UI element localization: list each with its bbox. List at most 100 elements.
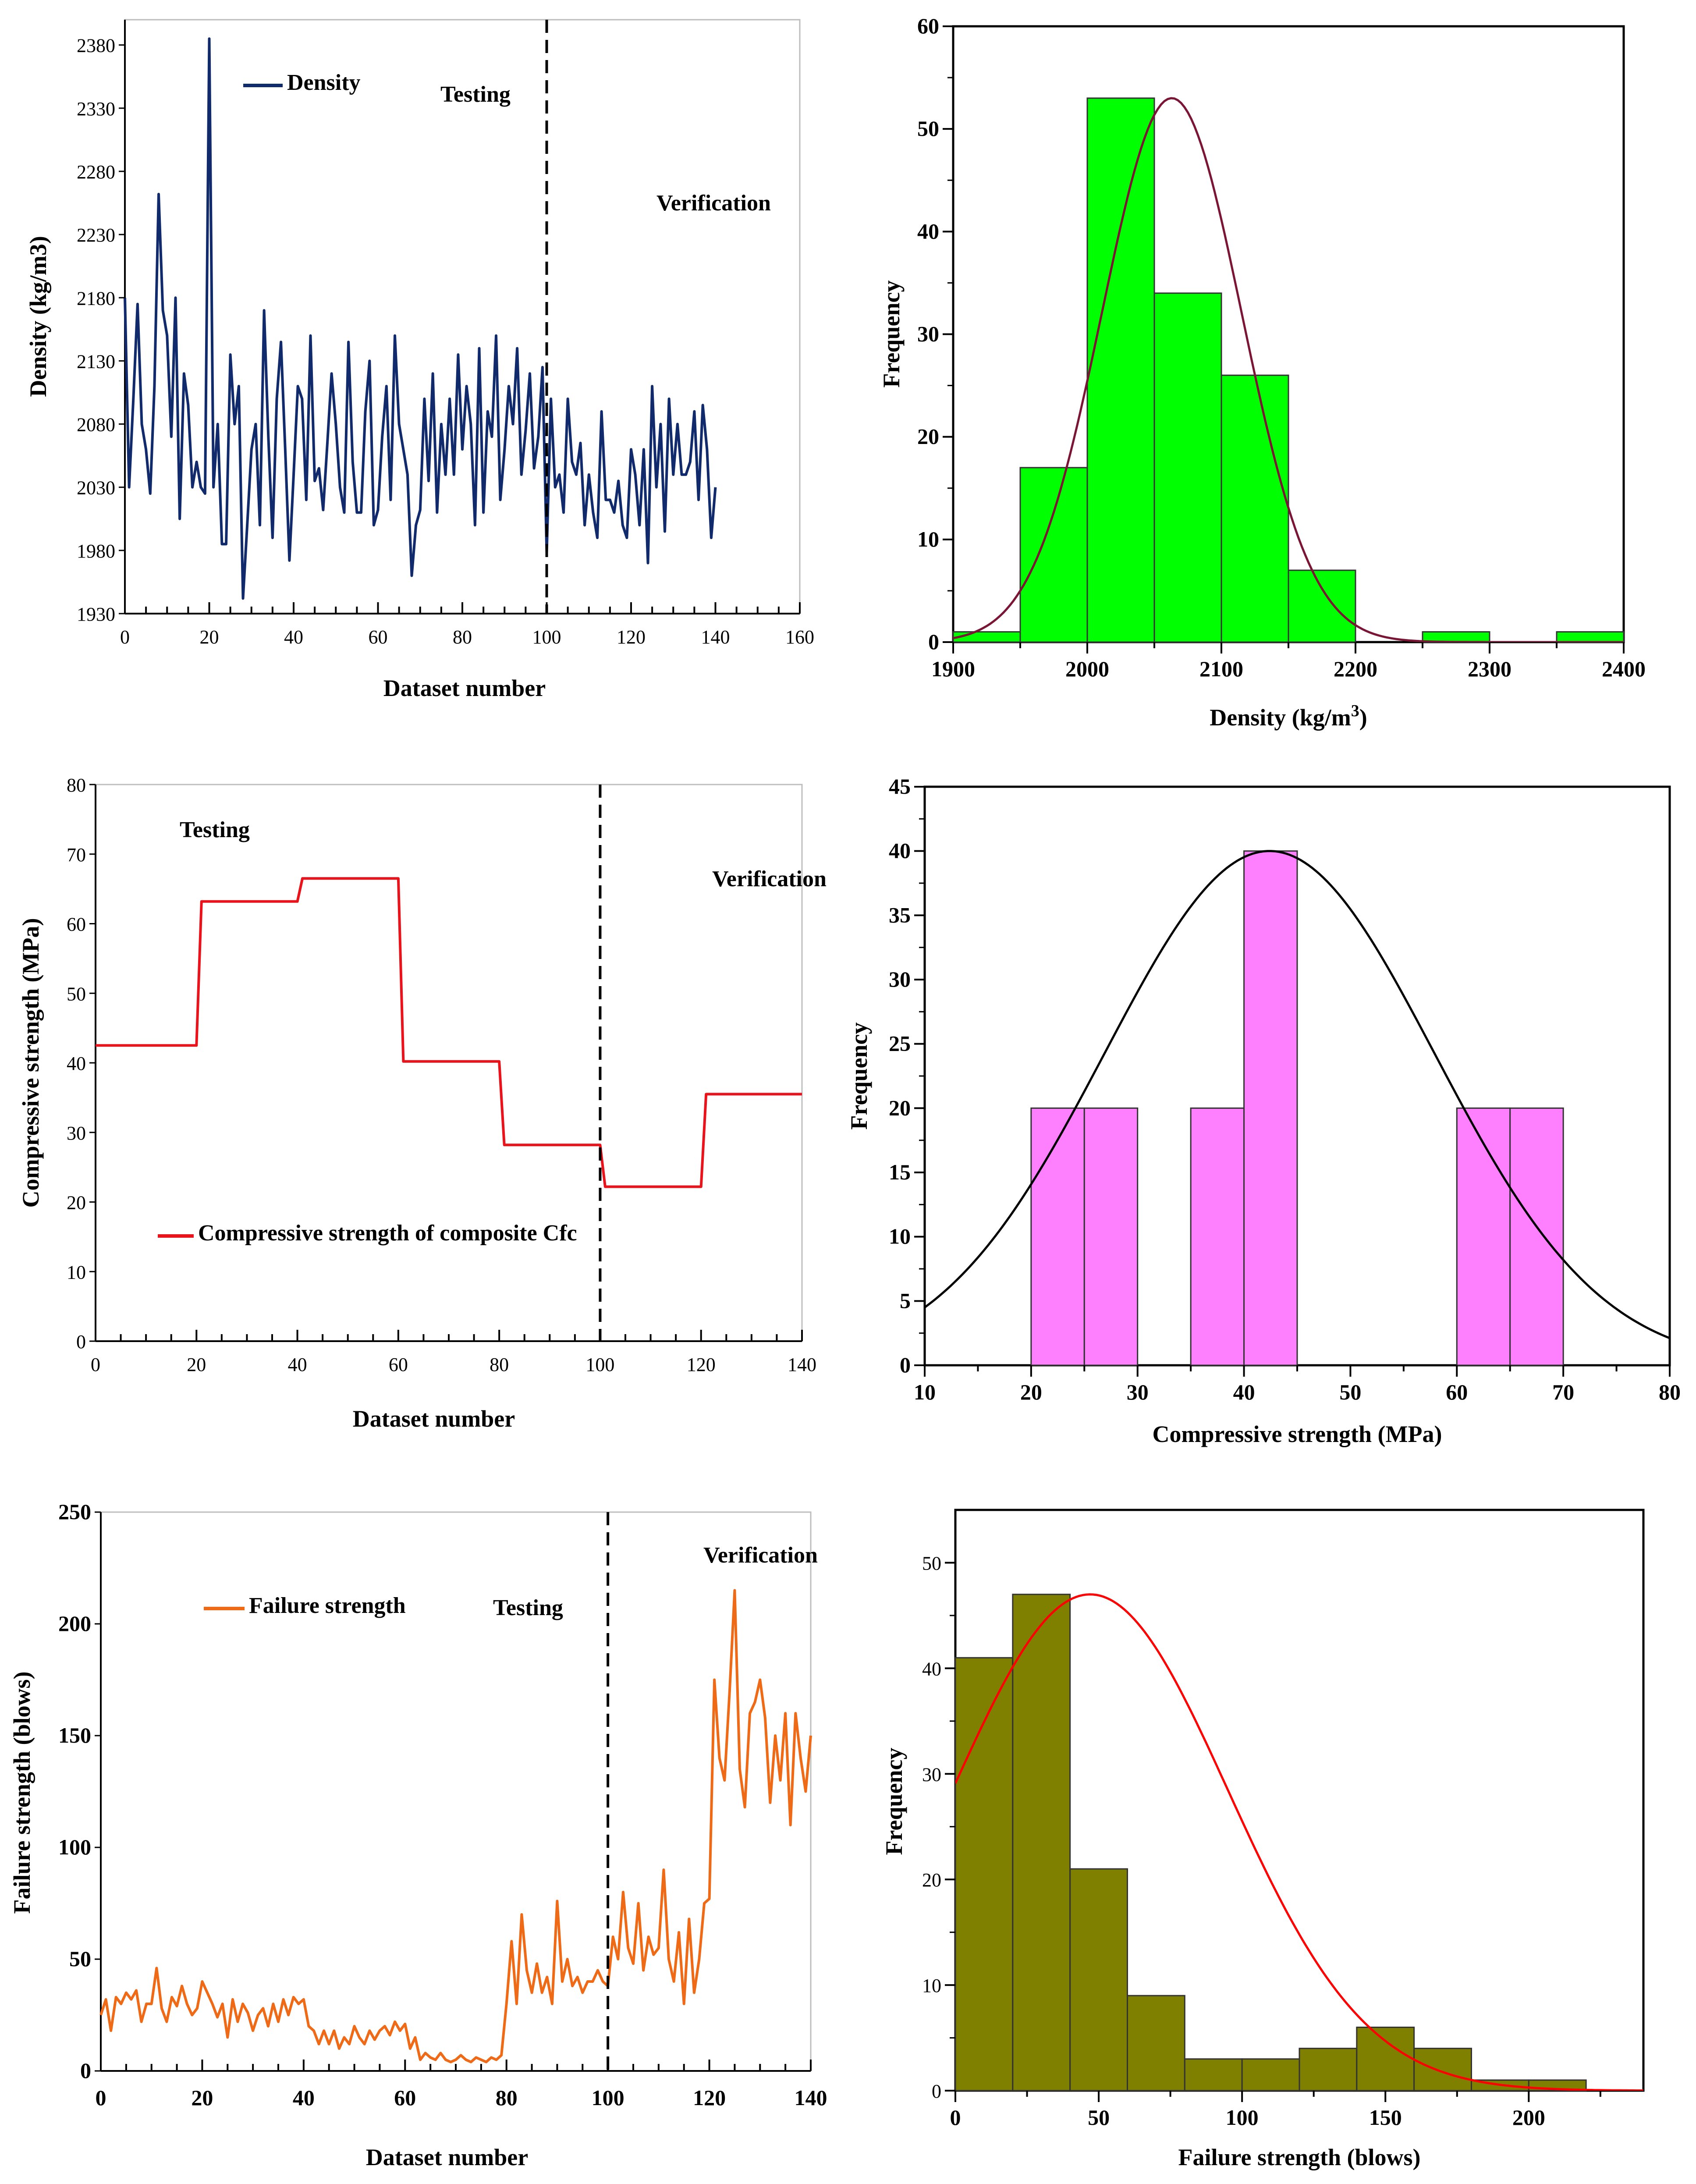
bars — [1030, 850, 1564, 1366]
y-ticks: 0 50 100 150 200 250 — [58, 1499, 101, 2083]
x-tick-label: 0 — [120, 626, 130, 648]
y-ticks: 0 10 20 30 40 50 60 — [917, 14, 953, 654]
x-ticks: 10 20 30 40 50 60 70 80 — [914, 1365, 1681, 1404]
y-tick-label: 10 — [922, 1975, 941, 1996]
histogram-bar — [1127, 1995, 1185, 2092]
y-tick-label: 2030 — [77, 477, 115, 499]
histogram-bar — [1556, 631, 1625, 643]
y-tick-label: 250 — [58, 1499, 91, 1524]
y-tick-label: 15 — [889, 1160, 911, 1184]
x-tick-label: 80 — [496, 2085, 518, 2110]
x-tick-label: 140 — [701, 626, 730, 648]
x-tick-label: 50 — [1088, 2105, 1110, 2130]
x-tick-label: 2400 — [1602, 657, 1646, 681]
y-tick-label: 2280 — [77, 161, 115, 183]
x-ticks: 1900 2000 2100 2200 2300 2400 — [931, 642, 1646, 681]
histogram-bar — [1083, 1107, 1139, 1366]
x-axis-title: Dataset number — [353, 1406, 515, 1432]
x-tick-label: 40 — [288, 1354, 307, 1375]
y-tick-label: 100 — [58, 1835, 91, 1859]
y-tick-label: 60 — [917, 14, 939, 38]
x-tick-label: 60 — [389, 1354, 408, 1375]
y-axis-title: Frequency — [846, 1023, 872, 1130]
histogram-bar — [1012, 1594, 1071, 2092]
x-tick-label: 20 — [200, 626, 219, 648]
x-axis-title: Dataset number — [383, 675, 546, 701]
histogram-bar — [1299, 2048, 1358, 2092]
x-tick-label: 70 — [1552, 1380, 1574, 1404]
x-ticks: 0 20 40 60 80 100 120 140 — [91, 1330, 816, 1375]
x-tick-label: 2100 — [1199, 657, 1243, 681]
y-axis-title: Frequency — [881, 1748, 907, 1855]
y-tick-label: 20 — [917, 424, 939, 449]
x-ticks: 0 20 40 60 80 100 120 140 — [96, 2060, 827, 2110]
chart-4: 10 20 30 40 50 60 70 80 0 5 10 15 20 25 30 35 40 45 Compre… — [846, 774, 1681, 1447]
histogram-bar — [1190, 1107, 1245, 1366]
histogram-bar — [1456, 1107, 1511, 1366]
y-tick-label: 80 — [67, 774, 86, 796]
y-tick-label: 40 — [917, 219, 939, 243]
y-tick-label: 25 — [889, 1031, 911, 1056]
x-tick-label: 80 — [1659, 1380, 1681, 1404]
x-tick-label: 80 — [490, 1354, 509, 1375]
y-tick-label: 2130 — [77, 351, 115, 372]
histogram-bar — [1184, 2058, 1243, 2092]
x-tick-label: 40 — [1233, 1380, 1255, 1404]
y-tick-label: 40 — [67, 1053, 86, 1074]
y-axis-title: Failure strength (blows) — [9, 1672, 35, 1914]
chart-1: Density Testing Verification 0 20 40 60 80 100 12… — [25, 19, 814, 701]
x-title-end: ) — [1359, 704, 1367, 731]
y-tick-label: 50 — [67, 983, 86, 1005]
series-line — [99, 1589, 812, 2063]
x-tick-label: 0 — [96, 2085, 106, 2110]
x-tick-label: 10 — [914, 1380, 936, 1404]
histogram-bar — [1413, 2048, 1472, 2092]
histogram-bar — [1019, 467, 1088, 643]
x-tick-label: 150 — [1369, 2105, 1402, 2130]
x-tick-label: 2000 — [1065, 657, 1109, 681]
bars — [954, 1594, 1587, 2092]
histogram-bar — [1030, 1107, 1085, 1366]
y-ticks: 0 10 20 30 40 50 — [922, 1552, 955, 2102]
y-tick-label: 0 — [80, 2058, 91, 2083]
x-title-sup: 3 — [1351, 702, 1359, 720]
y-tick-label: 30 — [67, 1122, 86, 1144]
normal-fit-curve — [953, 97, 1624, 642]
x-tick-label: 2300 — [1468, 657, 1511, 681]
y-tick-label: 50 — [69, 1946, 91, 1971]
y-tick-label: 10 — [917, 527, 939, 551]
y-tick-label: 1930 — [77, 604, 115, 625]
y-ticks: 0 10 20 30 40 50 60 70 80 — [67, 774, 96, 1353]
x-axis-title: Failure strength (blows) — [1178, 2144, 1421, 2170]
x-tick-label: 100 — [532, 626, 561, 648]
y-tick-label: 200 — [58, 1611, 91, 1636]
y-tick-label: 50 — [917, 116, 939, 141]
x-tick-label: 50 — [1339, 1380, 1361, 1404]
x-tick-label: 160 — [785, 626, 814, 648]
annotation-verification: Verification — [712, 866, 827, 891]
y-tick-label: 20 — [922, 1869, 941, 1891]
chart-2: 1900 2000 2100 2200 2300 2400 0 10 20 30 40 50 60 Den… — [878, 14, 1646, 731]
legend-label: Compressive strength of composite Cfc — [198, 1221, 577, 1246]
y-ticks: 0 5 10 15 20 25 30 35 40 45 — [889, 774, 925, 1377]
histogram-bar — [954, 1657, 1014, 2092]
y-tick-label: 30 — [917, 322, 939, 346]
normal-fit-curve — [925, 850, 1670, 1339]
x-ticks: 0 50 100 150 200 — [950, 2091, 1601, 2130]
y-tick-label: 40 — [889, 838, 911, 863]
y-axis-title: Density (kg/m3) — [25, 236, 51, 397]
x-tick-label: 30 — [1127, 1380, 1149, 1404]
y-tick-label: 5 — [900, 1288, 911, 1313]
annotation-testing: Testing — [440, 82, 511, 107]
y-tick-label: 150 — [58, 1723, 91, 1747]
y-ticks: 1930 1980 2030 2080 2130 2180 2230 2280 2330 2380 — [77, 35, 125, 625]
histogram-bar — [1069, 1868, 1128, 2092]
bars — [952, 97, 1625, 643]
y-tick-label: 0 — [76, 1331, 86, 1353]
annotation-verification: Verification — [703, 1543, 818, 1568]
annotation-testing: Testing — [493, 1595, 563, 1620]
x-axis-title: Dataset number — [366, 2144, 528, 2170]
x-tick-label: 0 — [91, 1354, 100, 1375]
x-tick-label: 60 — [394, 2085, 416, 2110]
